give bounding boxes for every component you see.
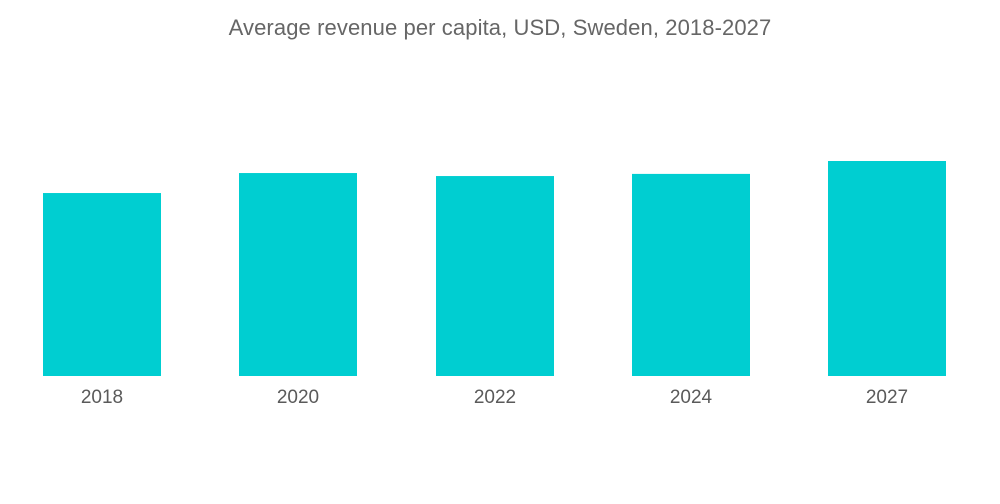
x-axis-tick-labels: 2018 2020 2022 2024 2027 bbox=[81, 387, 908, 408]
x-tick-label-2020: 2020 bbox=[277, 387, 319, 408]
bar-2020 bbox=[239, 173, 357, 376]
bar-2018 bbox=[43, 193, 161, 376]
bar-2022 bbox=[436, 176, 554, 376]
x-tick-label-2022: 2022 bbox=[474, 387, 516, 408]
bars-group bbox=[43, 161, 946, 376]
x-tick-label-2024: 2024 bbox=[670, 387, 713, 408]
chart-title: Average revenue per capita, USD, Sweden,… bbox=[228, 15, 772, 40]
bar-2027 bbox=[828, 161, 946, 376]
x-tick-label-2027: 2027 bbox=[866, 387, 908, 408]
x-tick-label-2018: 2018 bbox=[81, 387, 123, 408]
bar-2024 bbox=[632, 173, 750, 376]
